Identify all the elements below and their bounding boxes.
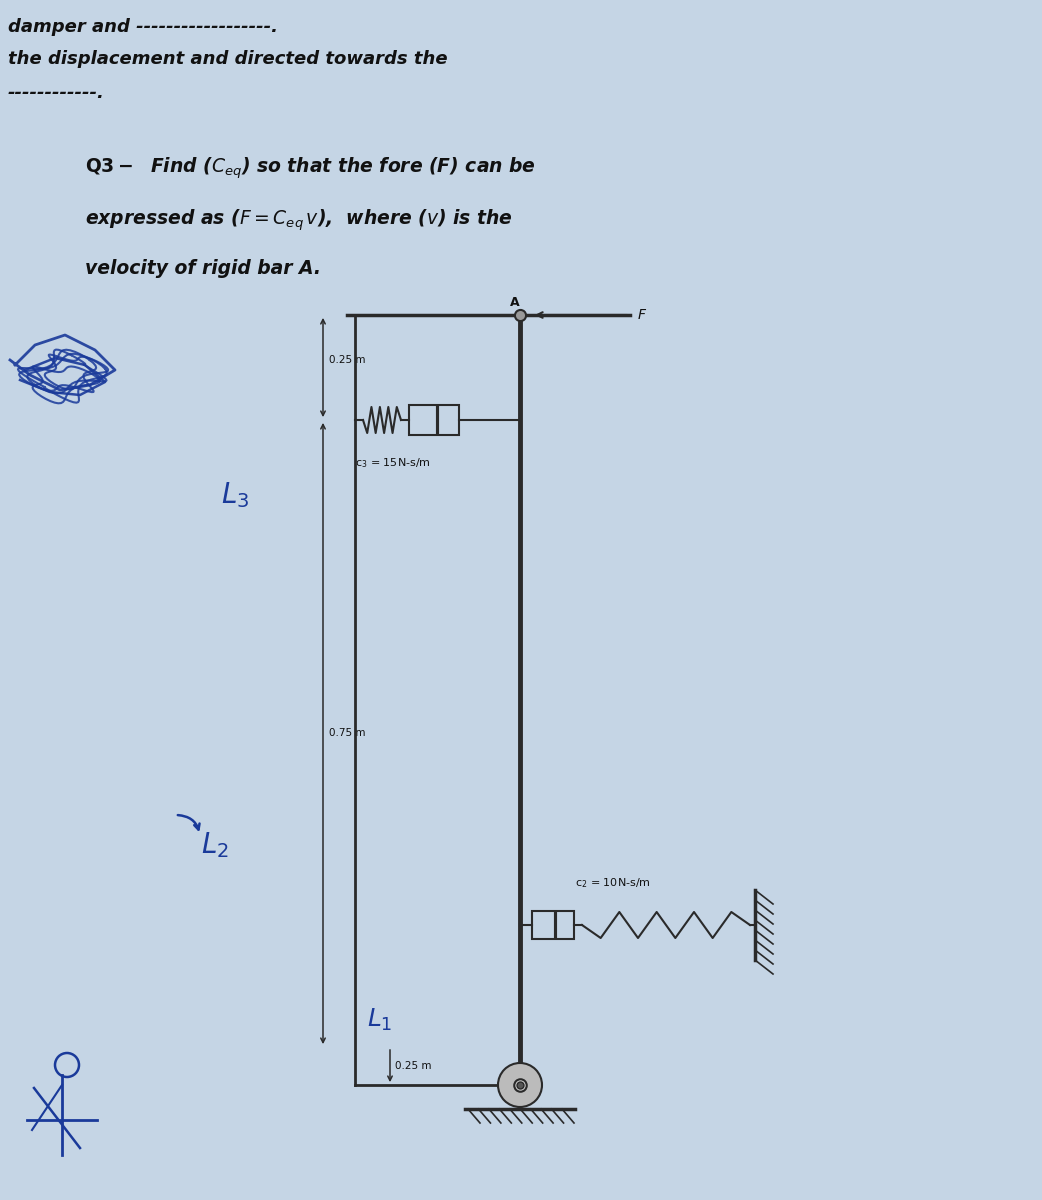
Text: c$_2$ = 10N-s/m: c$_2$ = 10N-s/m — [575, 876, 651, 890]
Text: A: A — [511, 296, 520, 308]
Text: velocity of rigid bar A.: velocity of rigid bar A. — [85, 259, 321, 278]
Text: ------------.: ------------. — [8, 84, 105, 102]
Text: c$_3$ = 15N-s/m: c$_3$ = 15N-s/m — [355, 456, 430, 469]
Text: expressed as ($F = C_{eq}\,v$),  where ($v$) is the: expressed as ($F = C_{eq}\,v$), where ($… — [85, 206, 513, 233]
Text: $\mathit{L_3}$: $\mathit{L_3}$ — [221, 480, 249, 510]
Text: 0.25 m: 0.25 m — [395, 1061, 431, 1070]
Text: F: F — [638, 308, 646, 322]
Bar — [532, 911, 574, 938]
Circle shape — [498, 1063, 542, 1106]
Bar — [410, 404, 458, 434]
Text: damper and ------------------.: damper and ------------------. — [8, 18, 278, 36]
Text: $\mathit{L_1}$: $\mathit{L_1}$ — [367, 1007, 393, 1033]
Text: 0.25 m: 0.25 m — [329, 354, 366, 365]
Text: $\mathit{L_2}$: $\mathit{L_2}$ — [201, 830, 229, 860]
Text: $\mathbf{Q3-}$  Find ($C_{eq}$) so that the fore (F) can be: $\mathbf{Q3-}$ Find ($C_{eq}$) so that t… — [85, 155, 536, 180]
Text: the displacement and directed towards the: the displacement and directed towards th… — [8, 50, 448, 68]
Text: 0.75 m: 0.75 m — [329, 727, 366, 738]
